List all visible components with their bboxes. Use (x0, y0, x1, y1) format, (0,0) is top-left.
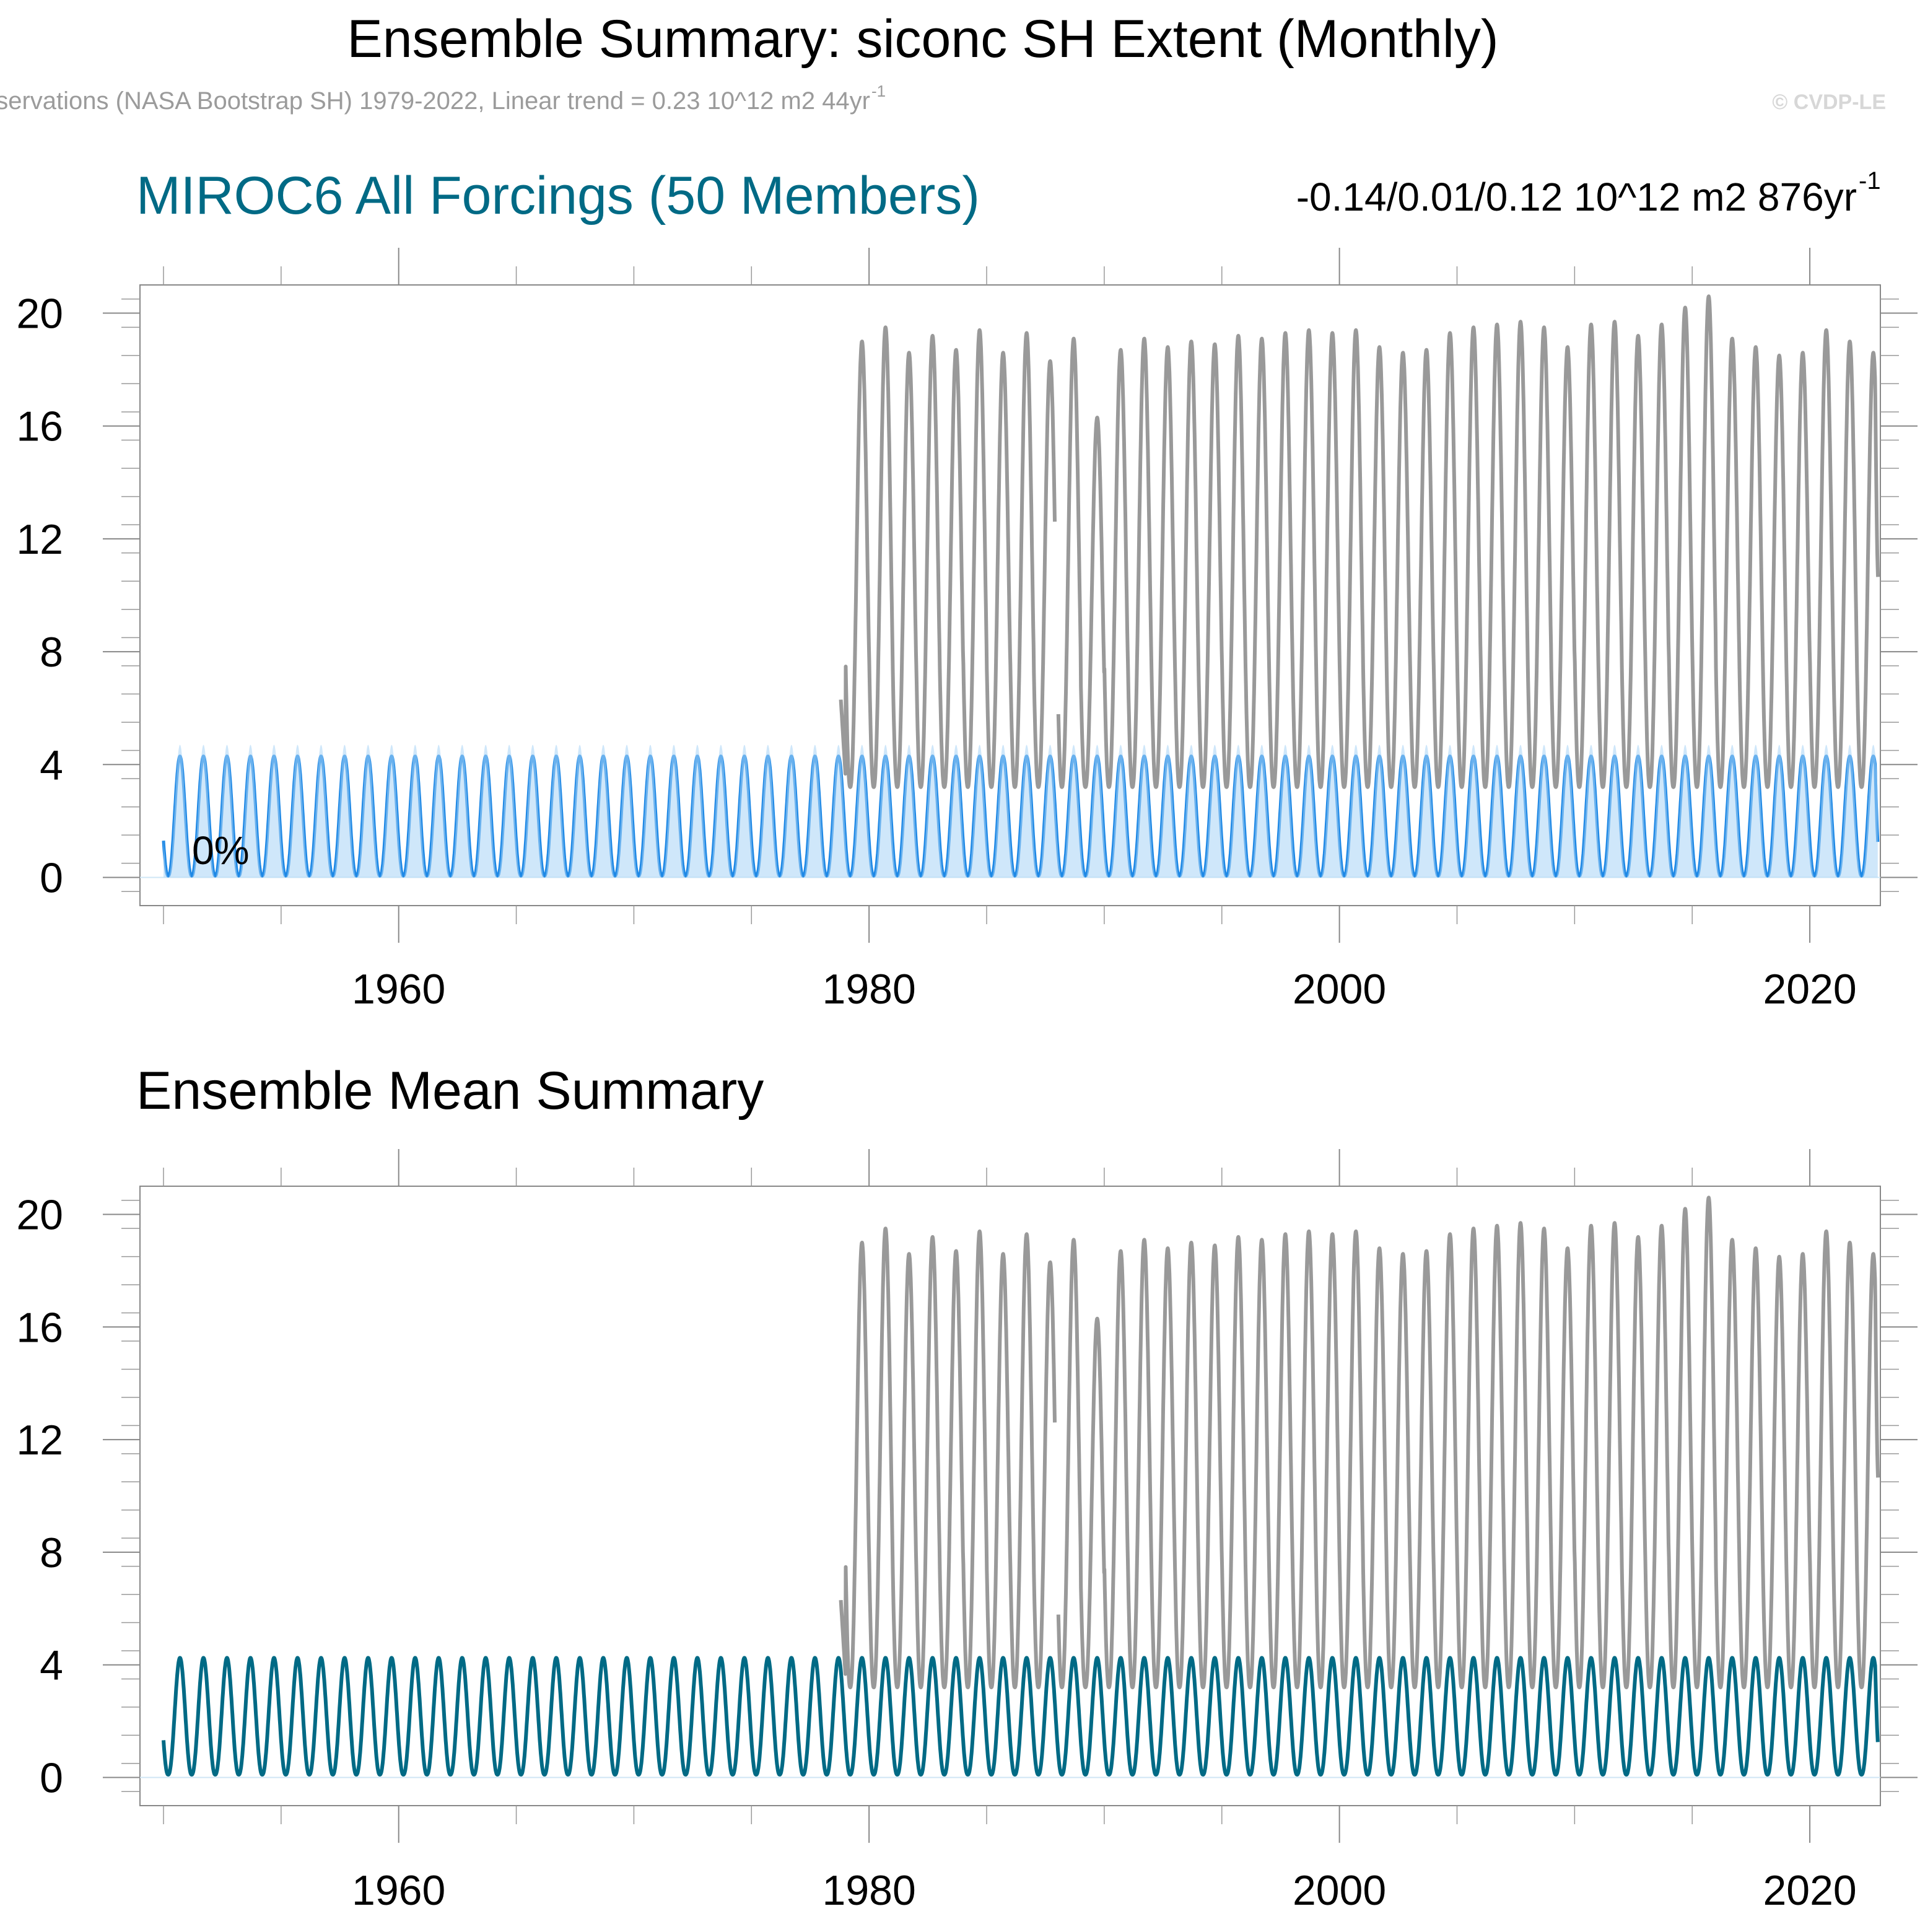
y-tick-label: 20 (16, 1191, 63, 1238)
x-tick-label: 2020 (1763, 1867, 1856, 1914)
x-tick-label: 2000 (1293, 1867, 1386, 1914)
panel2-plot: 0 4 8 12 16 20 1960 1980 2000 2020 (16, 1149, 1918, 1914)
y-tick-label: 0 (40, 1755, 63, 1802)
figure-subtitle: Observations (NASA Bootstrap SH) 1979-20… (0, 87, 870, 115)
panel1-trend-superscript: -1 (1859, 167, 1881, 195)
y-tick-label: 16 (16, 1304, 63, 1351)
y-tick-label: 4 (40, 741, 63, 789)
watermark: © CVDP-LE (1772, 90, 1886, 114)
plot-frame (139, 284, 1881, 906)
panel2-title: Ensemble Mean Summary (136, 1061, 764, 1121)
series-ensemble-mean (162, 1656, 1880, 1777)
y-tick-label: 8 (40, 1529, 63, 1576)
figure-title: Ensemble Summary: siconc SH Extent (Mont… (347, 9, 1498, 69)
x-tick-label: 2020 (1763, 966, 1856, 1013)
x-tick-label: 1960 (352, 1867, 445, 1914)
panel1-trend: -0.14/0.01/0.12 10^12 m2 876yr (1296, 175, 1857, 219)
panel1-title: MIROC6 All Forcings (50 Members) (136, 166, 980, 225)
percent-annotation: 0% (192, 828, 250, 873)
series-observations (839, 294, 1880, 789)
y-tick-label: 20 (16, 291, 63, 338)
y-tick-label: 16 (16, 403, 63, 450)
series-ensemble-spread (164, 745, 1878, 878)
plot-frame (139, 1186, 1881, 1806)
series-observations (839, 1195, 1880, 1690)
y-tick-label: 0 (40, 854, 63, 901)
figure-subtitle-superscript: -1 (871, 82, 886, 100)
x-tick-label: 2000 (1293, 966, 1386, 1013)
x-tick-label: 1980 (823, 966, 916, 1013)
y-tick-label: 12 (16, 1417, 63, 1464)
x-tick-label: 1960 (352, 966, 445, 1013)
y-tick-label: 4 (40, 1642, 63, 1689)
panel1-plot: 0 4 8 12 16 20 1960 1980 2000 2020 0% (16, 248, 1918, 1013)
y-tick-label: 8 (40, 629, 63, 676)
x-tick-label: 1980 (823, 1867, 916, 1914)
y-tick-label: 12 (16, 516, 63, 563)
